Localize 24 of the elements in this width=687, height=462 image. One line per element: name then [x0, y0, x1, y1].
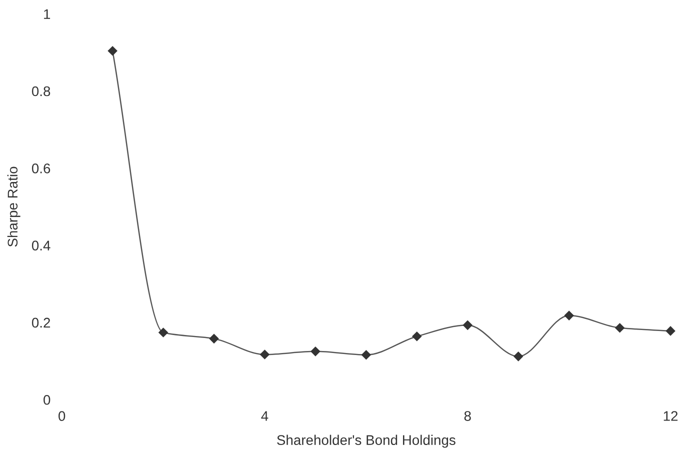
point: [362, 350, 371, 360]
y-tick-label: 0.6: [32, 164, 50, 174]
y-axis-title: Sharpe Ratio: [7, 166, 20, 247]
y-tick-label: 1: [44, 9, 50, 19]
y-tick-label: 0.2: [32, 318, 50, 328]
y-tick-label: 0.8: [32, 86, 50, 96]
point: [412, 332, 422, 341]
point: [209, 334, 219, 344]
point: [158, 328, 168, 338]
point: [615, 323, 624, 332]
point: [514, 352, 523, 362]
x-tick-label: 0: [58, 411, 66, 421]
x-tick-label: 12: [664, 411, 678, 421]
point: [666, 326, 676, 336]
point: [310, 346, 320, 356]
x-tick-label: 8: [464, 411, 471, 421]
point: [108, 46, 118, 56]
x-tick-label: 4: [261, 411, 268, 421]
x-axis-title: Shareholder's Bond Holdings: [277, 434, 456, 448]
point: [260, 350, 270, 360]
point: [564, 310, 574, 320]
point: [462, 320, 472, 330]
y-tick-label: 0: [44, 394, 50, 405]
y-tick-label: 0.4: [32, 240, 50, 250]
